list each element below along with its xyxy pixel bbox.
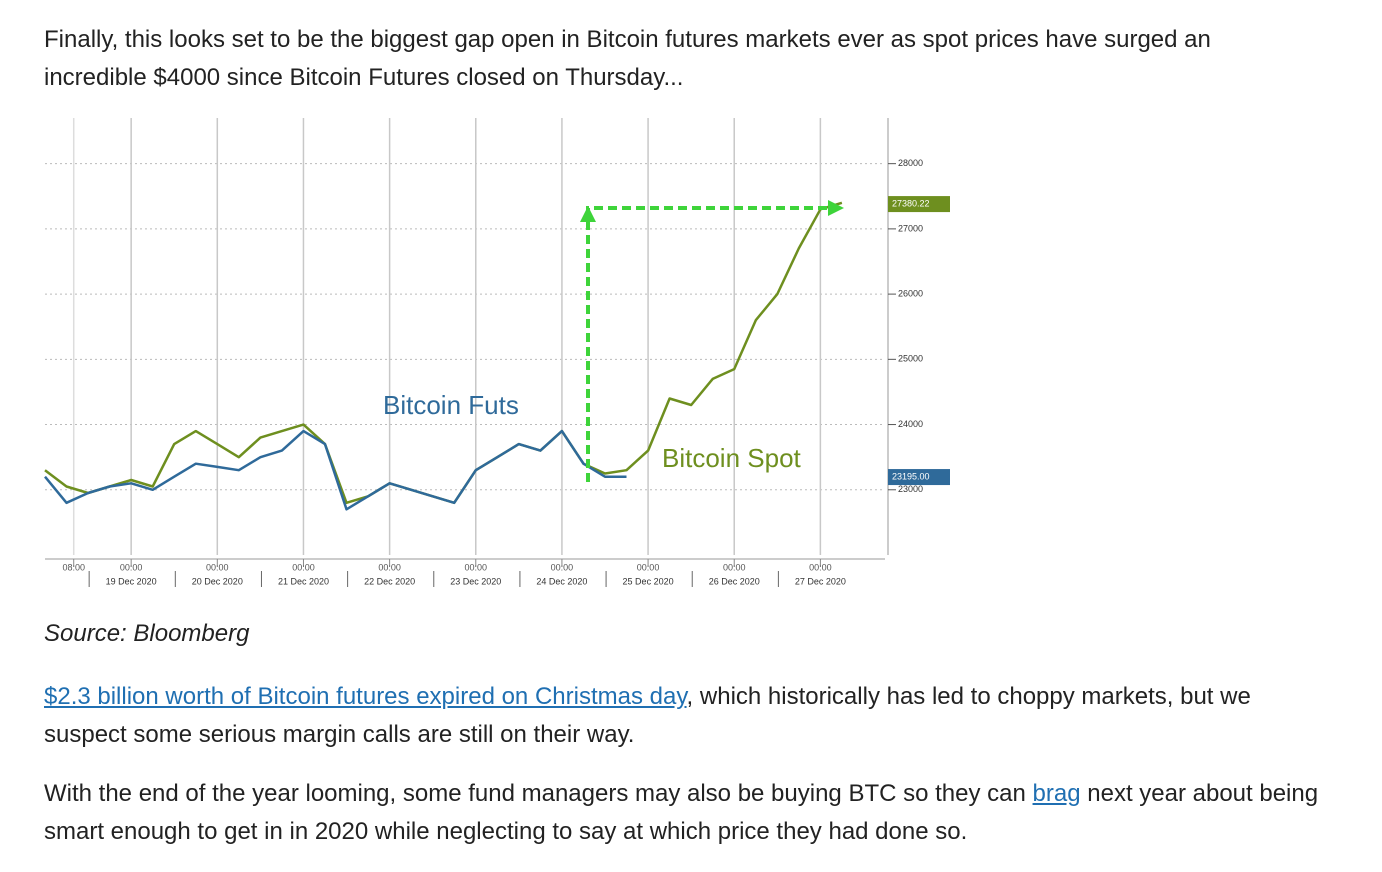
x-tick-date: 19 Dec 2020 bbox=[106, 576, 157, 586]
gap-arrow-head bbox=[580, 206, 596, 222]
x-tick-label: 00:00 bbox=[809, 562, 832, 572]
text-run: With the end of the year looming, some f… bbox=[44, 780, 1033, 807]
last-value-box bbox=[888, 469, 950, 486]
text-run: , which historically has led to choppy m… bbox=[44, 683, 1251, 748]
x-tick-date: 22 Dec 2020 bbox=[364, 576, 415, 586]
x-tick-date: 25 Dec 2020 bbox=[623, 576, 674, 586]
y-tick-label: 25000 bbox=[898, 354, 923, 364]
last-value-label: 27380.22 bbox=[892, 198, 930, 208]
series-annotation: Bitcoin Spot bbox=[662, 443, 802, 473]
x-tick-label: 00:00 bbox=[206, 562, 229, 572]
paragraph: Finally, this looks set to be the bigges… bbox=[44, 21, 1284, 97]
x-tick-label: 00:00 bbox=[292, 562, 315, 572]
series-annotation: Bitcoin Futs bbox=[383, 390, 519, 420]
paragraph: $2.3 billion worth of Bitcoin futures ex… bbox=[44, 678, 1306, 754]
y-tick-label: 23000 bbox=[898, 484, 923, 494]
last-value-box bbox=[888, 196, 950, 213]
paragraph: With the end of the year looming, some f… bbox=[44, 775, 1344, 851]
gap-arrow bbox=[580, 200, 844, 482]
x-tick-label: 00:00 bbox=[378, 562, 401, 572]
x-tick-label: 00:00 bbox=[637, 562, 660, 572]
link[interactable]: $2.3 billion worth of Bitcoin futures ex… bbox=[44, 683, 687, 710]
link[interactable]: brag bbox=[1032, 780, 1081, 807]
x-tick-date: 20 Dec 2020 bbox=[192, 576, 243, 586]
x-tick-label: 08:00 bbox=[62, 562, 85, 572]
x-tick-label: 00:00 bbox=[120, 562, 143, 572]
y-tick-label: 24000 bbox=[898, 419, 923, 429]
y-tick-label: 27000 bbox=[898, 223, 923, 233]
gap-arrow-line bbox=[586, 206, 838, 482]
gap-arrow-head bbox=[828, 200, 844, 216]
y-tick-label: 26000 bbox=[898, 288, 923, 298]
x-tick-date: 27 Dec 2020 bbox=[795, 576, 846, 586]
text-run: next year about being smart enough to ge… bbox=[44, 780, 1319, 845]
y-tick-label: 28000 bbox=[898, 158, 923, 168]
source-caption: Source: Bloomberg bbox=[44, 620, 250, 647]
last-value-label: 23195.00 bbox=[892, 471, 930, 481]
x-tick-label: 00:00 bbox=[723, 562, 746, 572]
text-run: Finally, this looks set to be the bigges… bbox=[44, 26, 1211, 91]
x-tick-date: 26 Dec 2020 bbox=[709, 576, 760, 586]
x-tick-date: 24 Dec 2020 bbox=[536, 576, 587, 586]
x-tick-date: 21 Dec 2020 bbox=[278, 576, 329, 586]
chart: 23000 24000 25000 26000 27000 28000 08:00 00:00… bbox=[44, 118, 950, 587]
x-tick-label: 00:00 bbox=[551, 562, 574, 572]
series-line bbox=[44, 429, 627, 511]
x-tick-label: 00:00 bbox=[465, 562, 488, 572]
x-tick-date: 23 Dec 2020 bbox=[450, 576, 501, 586]
